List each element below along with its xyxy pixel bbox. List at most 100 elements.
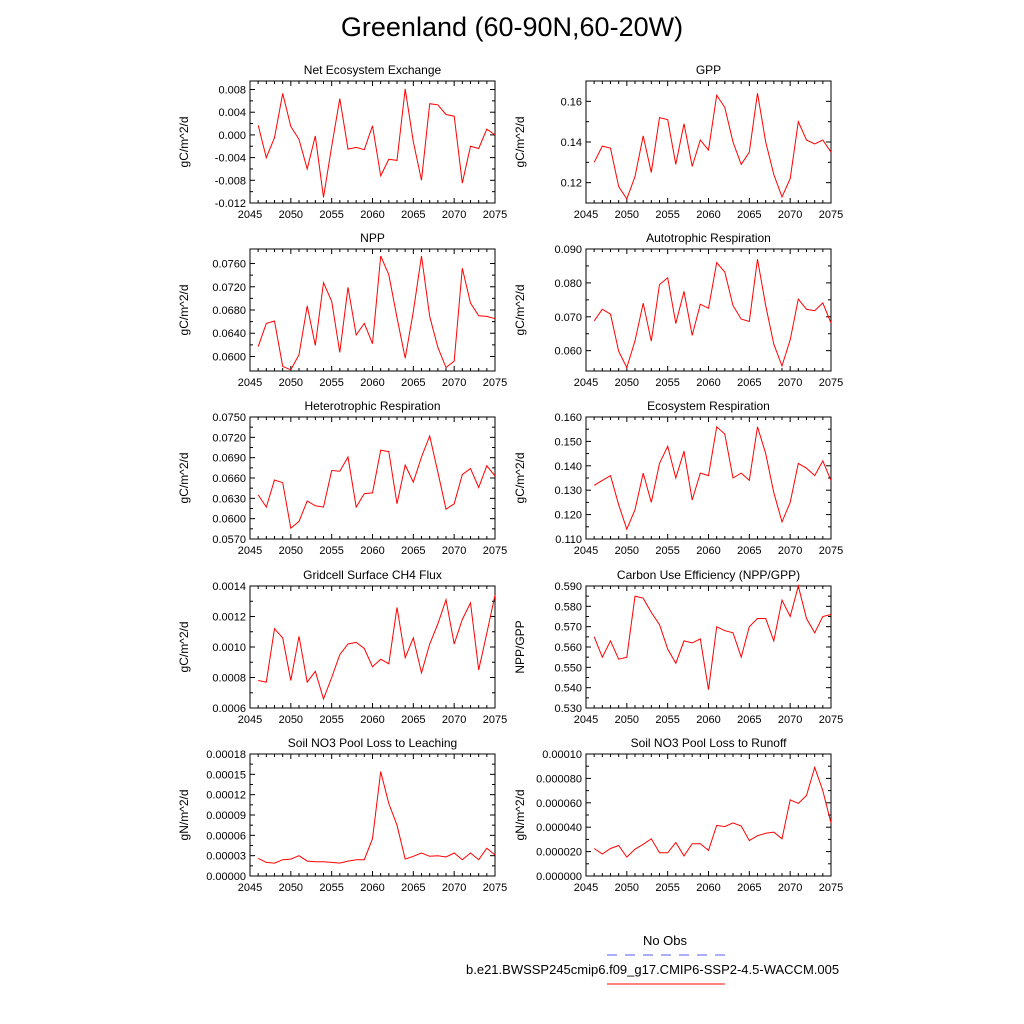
- chart-panel: NPP gC/m^2/d 2045 2050 2055 2060 2065 2070 2075 0…: [177, 231, 507, 389]
- y-tick-label: 0.590: [554, 581, 582, 593]
- x-tick-label: 2075: [819, 714, 843, 726]
- x-tick-label: 2060: [696, 882, 720, 894]
- x-tick-label: 2075: [483, 209, 507, 221]
- y-tick-label: 0.0720: [212, 282, 246, 294]
- y-tick-label: 0.0012: [212, 612, 246, 624]
- x-tick-label: 2075: [819, 882, 843, 894]
- chart-panel: Carbon Use Efficiency (NPP/GPP) NPP/GPP 20…: [513, 568, 843, 726]
- x-tick-label: 2050: [615, 714, 639, 726]
- x-tick-label: 2050: [279, 882, 303, 894]
- chart-panel: Net Ecosystem Exchange gC/m^2/d 2045 2050 20…: [177, 63, 507, 221]
- y-axis-label: gC/m^2/d: [513, 285, 527, 336]
- y-tick-label: 0.150: [554, 436, 582, 448]
- x-tick-label: 2050: [279, 377, 303, 389]
- y-tick-label: 0.0600: [212, 514, 246, 526]
- legend-label-model: b.e21.BWSSP245cmip6.f09_g17.CMIP6-SSP2-4…: [466, 962, 840, 977]
- x-tick-label: 2065: [737, 209, 761, 221]
- x-tick-label: 2060: [696, 714, 720, 726]
- y-tick-label: 0.0660: [212, 473, 246, 485]
- x-tick-label: 2045: [574, 882, 598, 894]
- plot-frame: [585, 416, 832, 540]
- x-tick-label: 2050: [279, 545, 303, 557]
- x-tick-label: 2065: [401, 882, 425, 894]
- y-tick-label: 0.080: [554, 278, 582, 290]
- series-line: [257, 434, 496, 530]
- x-tick-label: 2070: [442, 714, 466, 726]
- x-tick-label: 2075: [819, 209, 843, 221]
- y-tick-label: 0.00012: [206, 790, 246, 802]
- chart-title: Ecosystem Respiration: [647, 399, 770, 413]
- chart-title: GPP: [696, 63, 721, 77]
- y-axis-label: gC/m^2/d: [513, 117, 527, 168]
- x-tick-label: 2055: [655, 714, 679, 726]
- x-tick-label: 2050: [615, 377, 639, 389]
- x-tick-label: 2060: [696, 545, 720, 557]
- y-axis-label: gC/m^2/d: [177, 117, 191, 168]
- series-line: [258, 594, 496, 701]
- y-tick-label: 0.000: [218, 130, 246, 142]
- y-axis-label: gC/m^2/d: [177, 453, 191, 504]
- y-tick-label: 0.0014: [212, 581, 246, 593]
- y-axis-label: gC/m^2/d: [177, 622, 191, 673]
- series-line: [257, 88, 496, 198]
- x-tick-label: 2045: [574, 714, 598, 726]
- chart-title: Carbon Use Efficiency (NPP/GPP): [617, 568, 800, 582]
- x-tick-label: 2060: [360, 882, 384, 894]
- y-tick-label: 0.0630: [212, 493, 246, 505]
- y-tick-label: 0.550: [554, 662, 582, 674]
- x-tick-label: 2060: [360, 209, 384, 221]
- chart-panel: Soil NO3 Pool Loss to Runoff gN/m^2/d 2045…: [513, 736, 843, 894]
- y-tick-label: 0.00003: [206, 851, 246, 863]
- series-line: [257, 255, 496, 371]
- y-tick-label: 0.0640: [212, 328, 246, 340]
- y-tick-label: 0.530: [554, 703, 582, 715]
- y-tick-label: 0.00018: [206, 749, 246, 761]
- y-tick-label: 0.0008: [212, 673, 246, 685]
- chart-panel: GPP gC/m^2/d 2045 2050 2055 2060 2065 2070 2075 0…: [513, 63, 843, 221]
- y-tick-label: 0.0600: [212, 351, 246, 363]
- x-tick-label: 2055: [655, 882, 679, 894]
- x-tick-label: 2050: [279, 209, 303, 221]
- y-tick-label: 0.008: [218, 85, 246, 97]
- x-tick-label: 2050: [615, 545, 639, 557]
- x-tick-label: 2065: [401, 377, 425, 389]
- y-tick-label: 0.110: [555, 534, 582, 546]
- x-tick-label: 2070: [442, 882, 466, 894]
- y-tick-label: 0.000000: [536, 871, 582, 883]
- plot-frame: [585, 753, 832, 877]
- y-tick-label: -0.012: [215, 198, 246, 210]
- x-tick-label: 2045: [574, 209, 598, 221]
- x-tick-label: 2060: [360, 545, 384, 557]
- chart-panel: Heterotrophic Respiration gC/m^2/d 2045 205…: [177, 399, 507, 557]
- x-tick-label: 2045: [238, 545, 262, 557]
- chart-panel: Gridcell Surface CH4 Flux gC/m^2/d 2045 205…: [177, 568, 507, 726]
- x-tick-label: 2070: [442, 545, 466, 557]
- plot-frame: [249, 753, 496, 877]
- chart-panel: Soil NO3 Pool Loss to Leaching gN/m^2/d 20…: [177, 736, 507, 894]
- x-tick-label: 2045: [238, 714, 262, 726]
- y-tick-label: 0.0750: [212, 412, 246, 424]
- plot-frame: [585, 248, 832, 372]
- x-tick-label: 2055: [319, 209, 343, 221]
- plot-frame: [249, 585, 496, 709]
- y-tick-label: 0.090: [554, 244, 582, 256]
- x-tick-label: 2065: [401, 714, 425, 726]
- y-tick-label: 0.0720: [212, 432, 246, 444]
- y-tick-label: 0.0680: [212, 305, 246, 317]
- chart-title: NPP: [360, 231, 385, 245]
- x-tick-label: 2055: [319, 545, 343, 557]
- x-tick-label: 2055: [655, 209, 679, 221]
- y-tick-label: 0.00009: [206, 810, 246, 822]
- x-tick-label: 2055: [319, 377, 343, 389]
- y-tick-label: 0.0010: [212, 642, 246, 654]
- x-tick-label: 2075: [483, 545, 507, 557]
- y-tick-label: 0.000060: [536, 798, 582, 810]
- x-tick-label: 2050: [615, 209, 639, 221]
- x-tick-label: 2060: [360, 377, 384, 389]
- y-tick-label: 0.14: [561, 137, 582, 149]
- x-tick-label: 2060: [696, 209, 720, 221]
- x-tick-label: 2045: [238, 377, 262, 389]
- y-tick-label: -0.008: [215, 175, 246, 187]
- series-line: [257, 771, 496, 864]
- y-tick-label: 0.004: [218, 107, 246, 119]
